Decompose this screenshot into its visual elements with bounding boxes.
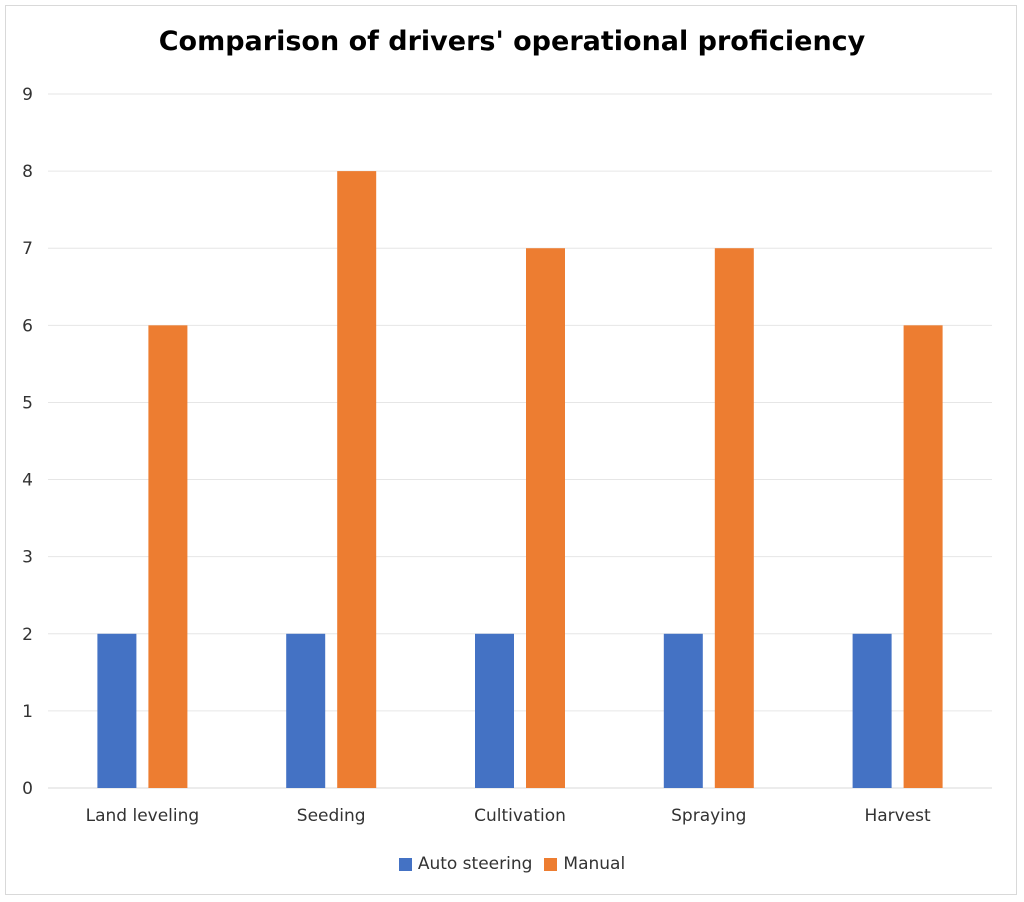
bar-auto-steering-harvest [852, 633, 892, 788]
y-tick-label: 5 [22, 393, 33, 413]
bar-manual-harvest [903, 325, 943, 788]
bar-manual-cultivation [526, 248, 565, 788]
legend-swatch-auto-steering [398, 857, 412, 871]
y-tick-label: 8 [22, 162, 33, 182]
bar-auto-steering-land-leveling [97, 633, 137, 788]
y-tick-label: 2 [22, 625, 33, 645]
legend: Auto steering Manual [0, 854, 1024, 874]
x-tick-label: Land leveling [86, 806, 200, 826]
y-tick-label: 1 [22, 702, 33, 722]
legend-swatch-manual [544, 857, 558, 871]
legend-label-manual: Manual [563, 854, 626, 874]
bar-manual-spraying [714, 248, 754, 788]
y-tick-label: 9 [22, 85, 33, 105]
bar-manual-seeding [337, 171, 377, 789]
y-tick-label: 6 [22, 316, 33, 336]
bar-auto-steering-seeding [286, 633, 326, 788]
x-tick-label: Seeding [297, 806, 366, 826]
legend-label-auto-steering: Auto steering [417, 854, 533, 874]
y-tick-label: 4 [22, 471, 33, 491]
y-tick-label: 7 [22, 239, 33, 259]
bar-manual-land-leveling [148, 325, 188, 788]
legend-item-manual: Manual [544, 854, 625, 874]
bar-auto-steering-spraying [663, 633, 703, 788]
x-tick-label: Spraying [671, 806, 746, 826]
x-tick-label: Cultivation [474, 806, 566, 826]
y-tick-label: 0 [22, 779, 33, 799]
x-tick-label: Harvest [864, 806, 931, 826]
bar-auto-steering-cultivation [475, 633, 514, 788]
legend-item-auto-steering: Auto steering [398, 854, 533, 874]
y-tick-label: 3 [22, 548, 33, 568]
chart-title: Comparison of drivers' operational profi… [158, 26, 866, 57]
